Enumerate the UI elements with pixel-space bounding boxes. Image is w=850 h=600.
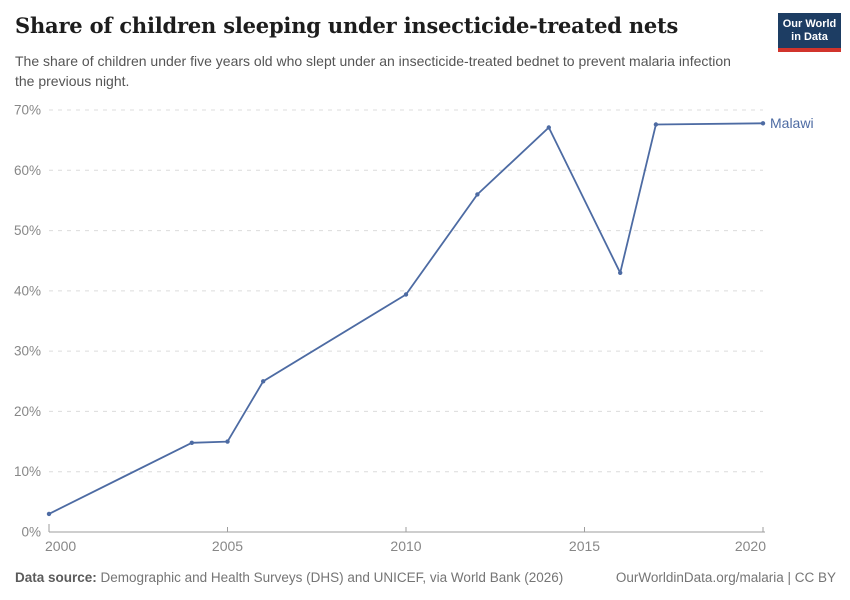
x-tick-label: 2020 bbox=[735, 538, 766, 554]
data-point[interactable] bbox=[475, 192, 480, 197]
owid-logo[interactable]: Our World in Data bbox=[778, 13, 841, 52]
data-point[interactable] bbox=[189, 440, 194, 445]
data-point[interactable] bbox=[225, 439, 230, 444]
x-tick-label: 2015 bbox=[569, 538, 600, 554]
data-point[interactable] bbox=[760, 121, 766, 126]
y-tick-label: 10% bbox=[14, 464, 41, 479]
y-tick-label: 50% bbox=[14, 223, 41, 238]
data-point[interactable] bbox=[46, 511, 52, 517]
x-tick-label: 2005 bbox=[212, 538, 243, 554]
x-tick-label: 2000 bbox=[45, 538, 76, 554]
data-point[interactable] bbox=[618, 270, 623, 275]
data-source-text: Demographic and Health Surveys (DHS) and… bbox=[100, 570, 564, 585]
owid-logo-line1: Our World bbox=[782, 17, 837, 30]
chart-footer: Data source: Demographic and Health Surv… bbox=[15, 570, 836, 585]
data-source-label: Data source: bbox=[15, 570, 97, 585]
footer-link[interactable]: OurWorldinData.org/malaria | CC BY bbox=[615, 570, 836, 585]
series-label-malawi[interactable]: Malawi bbox=[770, 115, 814, 131]
x-tick-label: 2010 bbox=[390, 538, 421, 554]
page-title: Share of children sleeping under insecti… bbox=[15, 13, 679, 38]
chart-subtitle: The share of children under five years o… bbox=[15, 53, 731, 89]
y-tick-label: 20% bbox=[14, 404, 41, 419]
data-source: Data source: Demographic and Health Surv… bbox=[15, 570, 563, 585]
data-point[interactable] bbox=[261, 379, 266, 384]
y-tick-label: 70% bbox=[14, 103, 41, 118]
y-tick-label: 0% bbox=[21, 525, 41, 540]
owid-logo-line2: in Data bbox=[791, 30, 828, 43]
data-point[interactable] bbox=[546, 125, 551, 130]
y-tick-label: 40% bbox=[14, 283, 41, 298]
data-point[interactable] bbox=[653, 122, 659, 127]
trend-line bbox=[48, 122, 764, 515]
data-point[interactable] bbox=[403, 292, 409, 297]
y-tick-label: 60% bbox=[14, 163, 41, 178]
y-tick-label: 30% bbox=[14, 344, 41, 359]
